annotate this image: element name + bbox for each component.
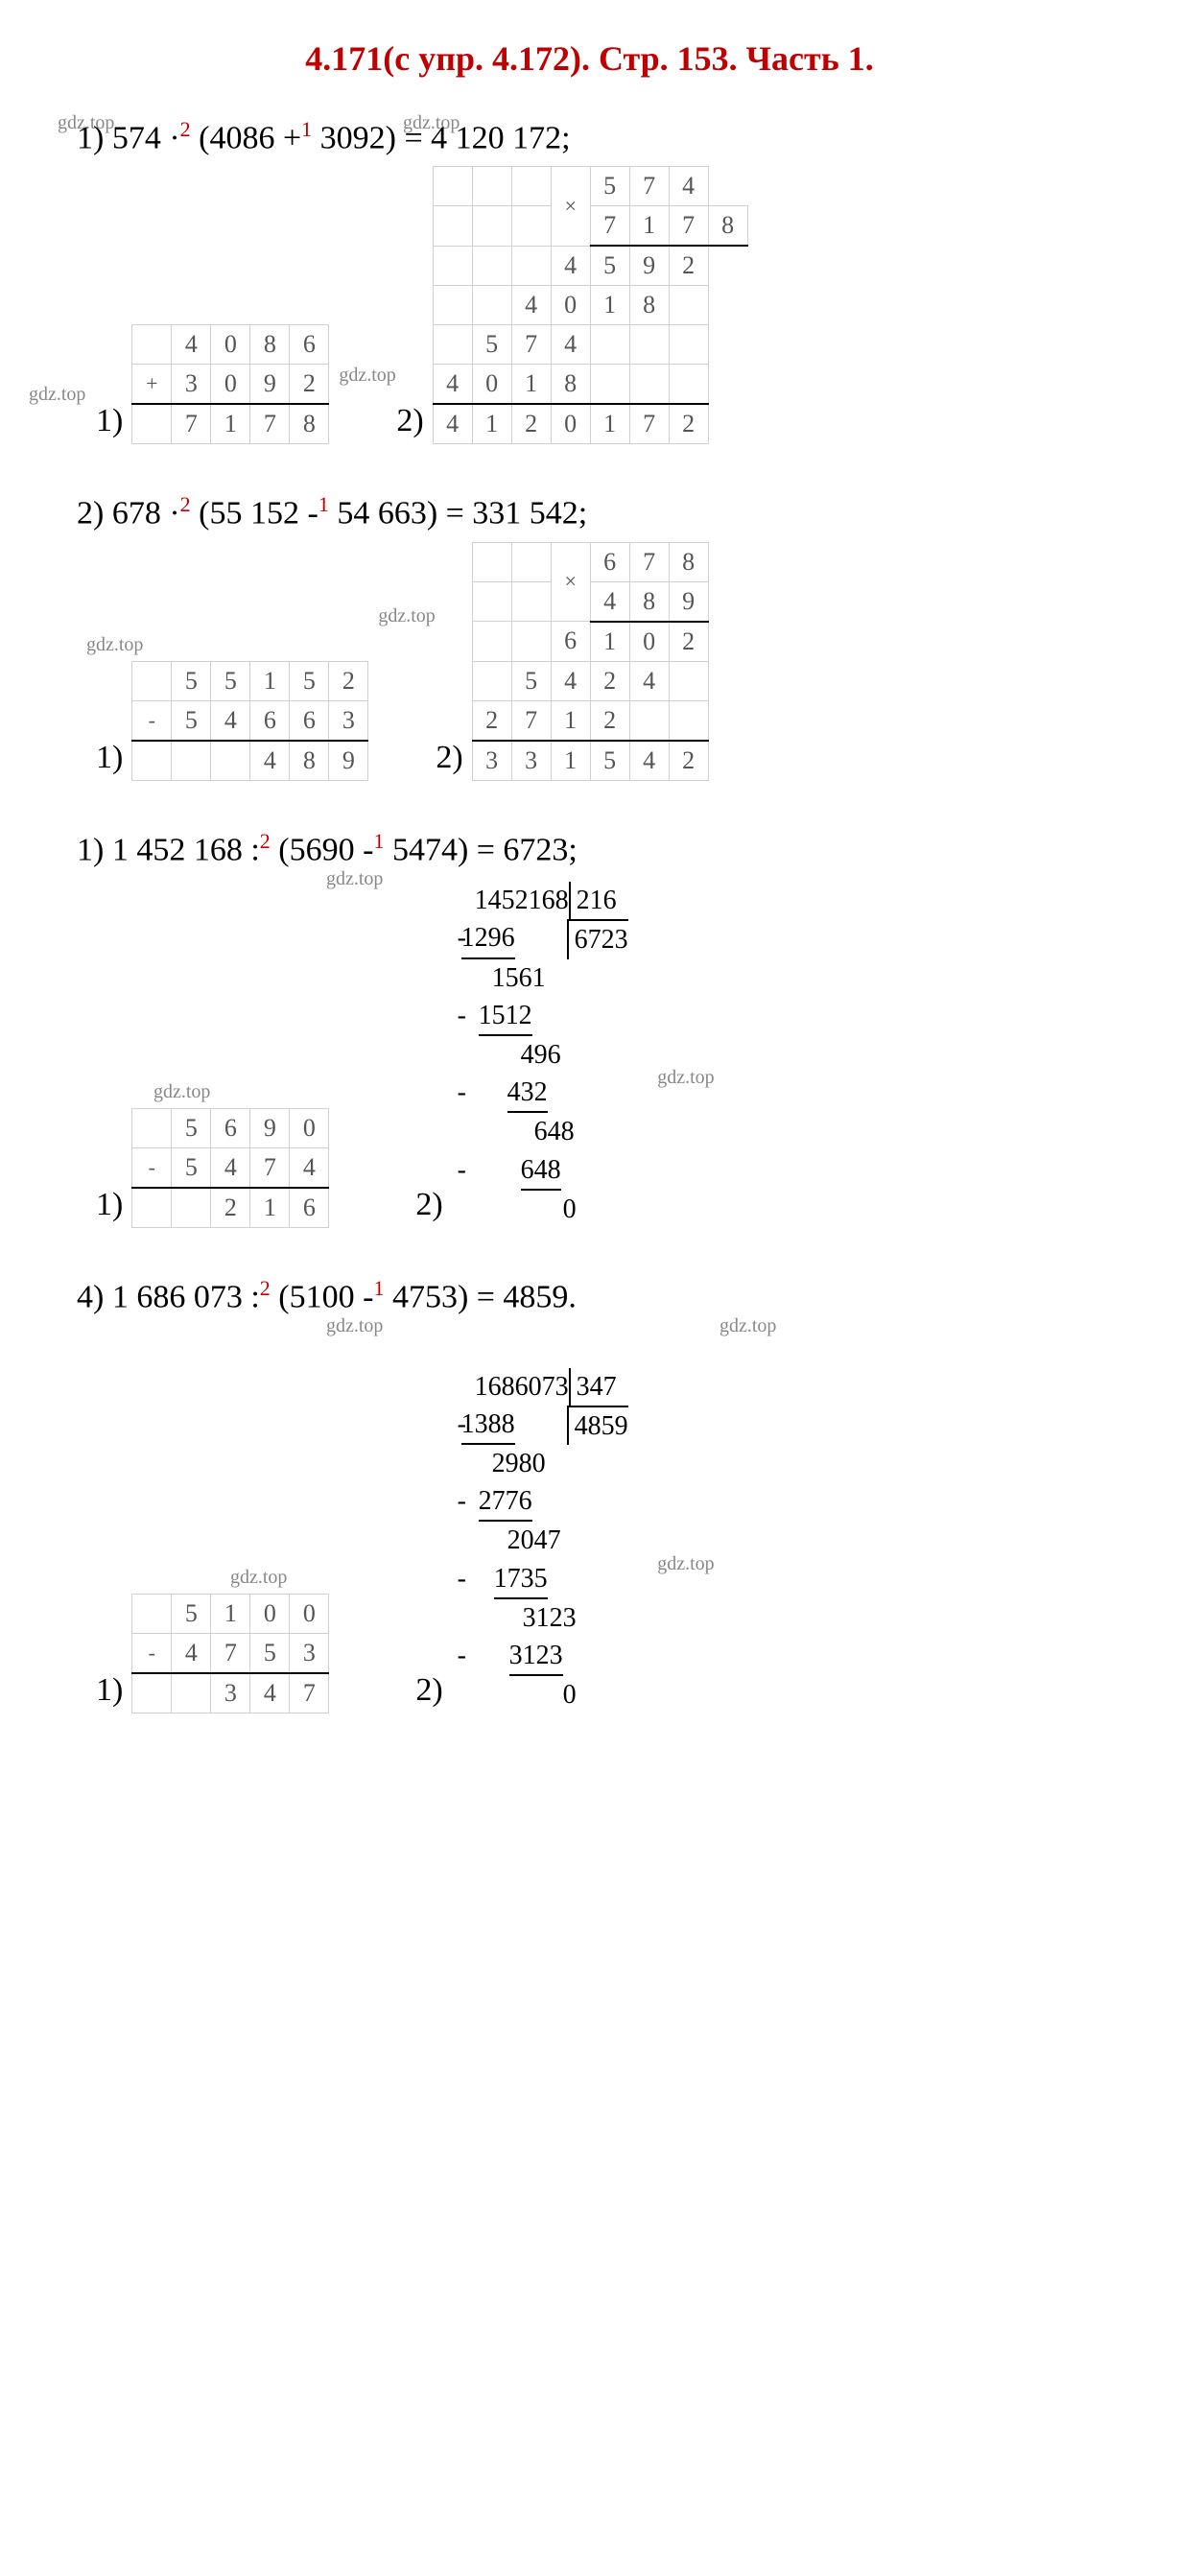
step-label: 2) (396, 403, 423, 444)
step-label: 2) (436, 740, 462, 781)
watermark: gdz.top (339, 365, 395, 387)
equation-4: 4) 1 686 073 :2 (5100 -1 4753) = 4859. (77, 1276, 1121, 1315)
subtraction-grid-3: 5690 -5474 216 (131, 1108, 329, 1228)
watermark: gdz.top (29, 384, 85, 406)
long-division-3: gdz.top 1452168216 -12966723 1561 -1512 … (458, 882, 628, 1228)
subtraction-grid-2: 55152 -54663 489 (131, 661, 368, 781)
watermark: gdz.top (378, 605, 435, 627)
equation-1: 1) 574 ·2 (4086 +1 3092) = 4 120 172; (77, 117, 1121, 156)
step-label: 2) (415, 1187, 442, 1228)
watermark: gdz.top (86, 634, 143, 656)
watermark: gdz.top (657, 1064, 714, 1091)
equation-2: 2) 678 ·2 (55 152 -1 54 663) = 331 542; (77, 492, 1121, 532)
long-division-4: gdz.top 1686073347 -13884859 2980 -2776 … (458, 1368, 628, 1714)
step-label: 1) (96, 740, 123, 781)
step-label: 1) (96, 1187, 123, 1228)
multiplication-grid-1: ×574 7178 4592 4018 574 4018 4120172 (433, 166, 748, 444)
watermark: gdz.top (230, 1567, 287, 1589)
step-label: 1) (96, 1672, 123, 1713)
step-label: 1) (96, 403, 123, 444)
watermark: gdz.top (719, 1315, 776, 1337)
step-label: 2) (415, 1672, 442, 1713)
multiplication-grid-2: ×678 489 6102 5424 2712 331542 (472, 542, 709, 781)
equation-3: 1) 1 452 168 :2 (5690 -1 5474) = 6723; (77, 829, 1121, 868)
watermark: gdz.top (657, 1550, 714, 1577)
addition-grid-1: 4086 +3092 7178 (131, 324, 329, 444)
watermark: gdz.top (326, 868, 383, 890)
page-title: 4.171(с упр. 4.172). Стр. 153. Часть 1. (58, 38, 1121, 79)
watermark: gdz.top (326, 1315, 383, 1337)
watermark: gdz.top (153, 1081, 210, 1103)
subtraction-grid-4: 5100 -4753 347 (131, 1594, 329, 1713)
